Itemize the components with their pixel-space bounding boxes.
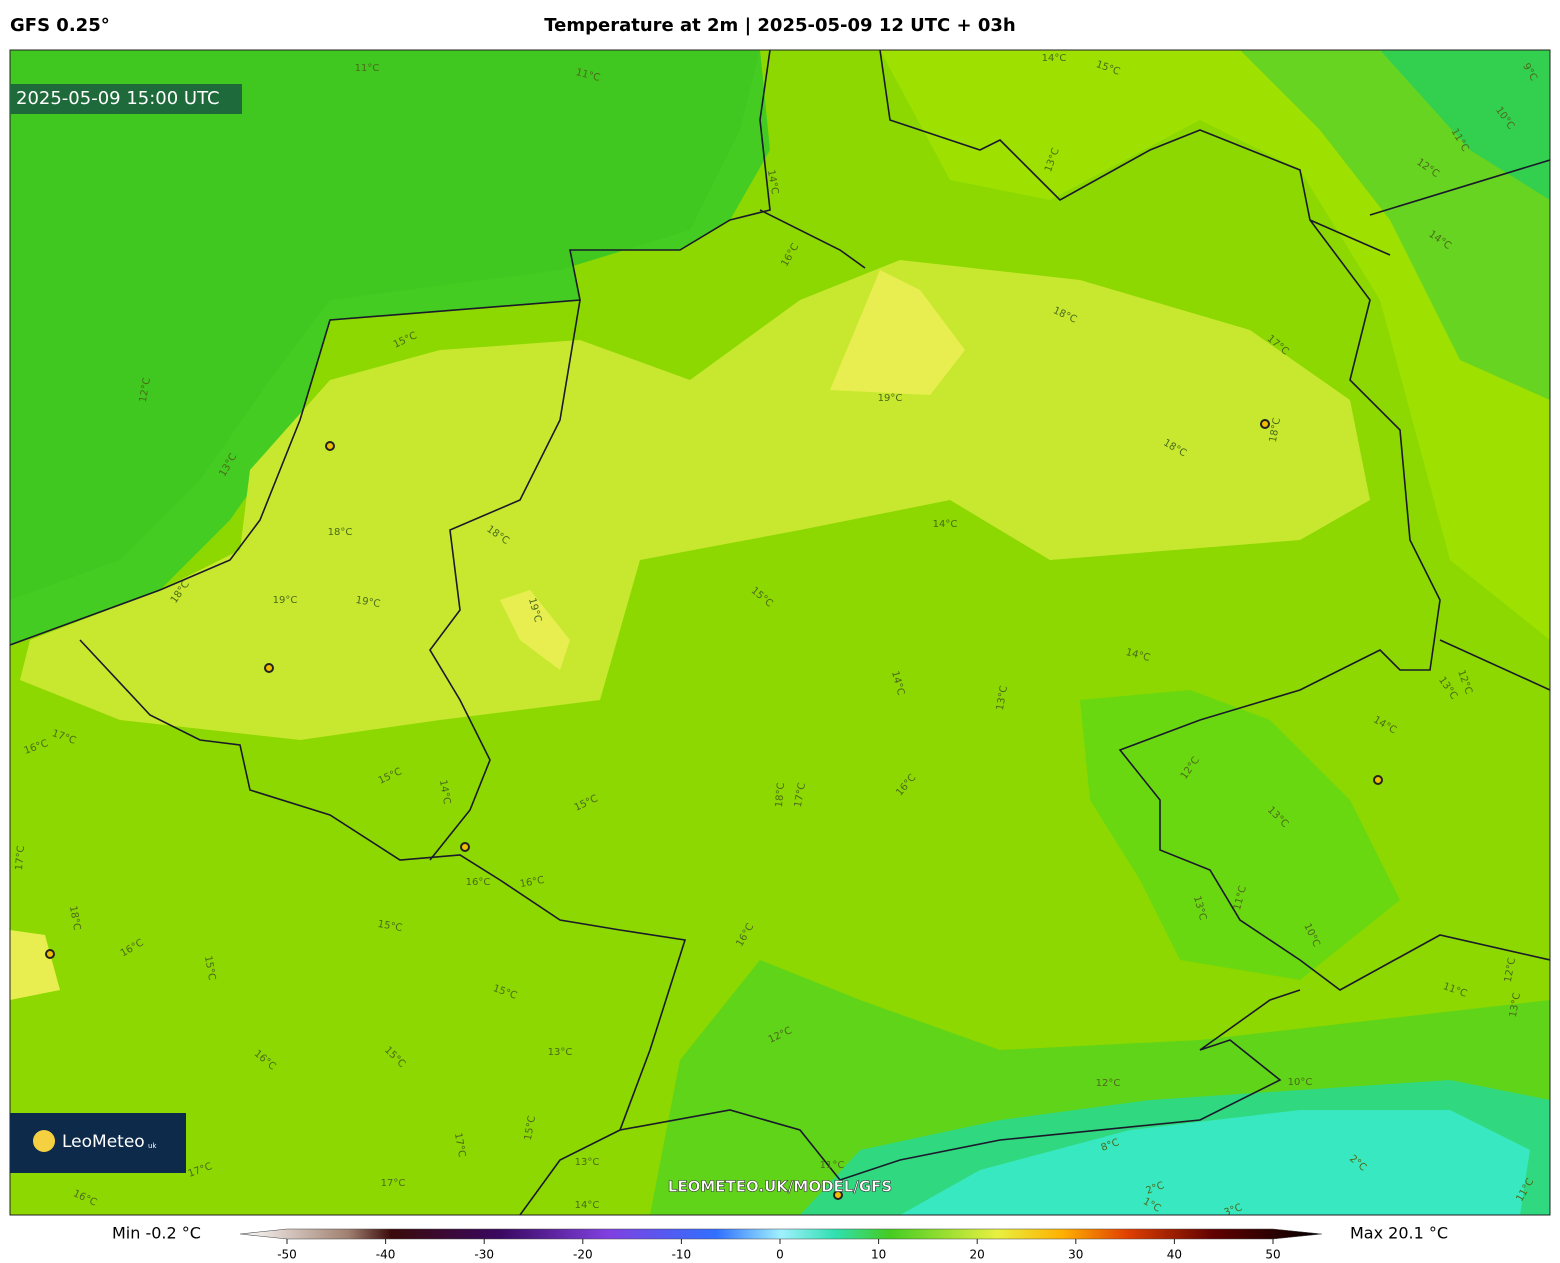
alps-high <box>900 1110 1530 1215</box>
contour-label: 13°C <box>1508 992 1523 1018</box>
contour-label: 18°C <box>774 782 787 808</box>
coastline <box>759 50 1391 269</box>
model-name: GFS 0.25° <box>10 15 110 36</box>
warm-core <box>10 930 60 1000</box>
colorbar-tick-label: 20 <box>970 1248 985 1262</box>
contour-label: 19°C <box>878 393 903 404</box>
city <box>1373 775 1383 785</box>
border <box>1118 219 1550 991</box>
colorbar-tick-label: 0 <box>776 1248 784 1262</box>
baltic-deep <box>1380 50 1550 200</box>
warm-core <box>830 270 965 395</box>
city <box>325 441 335 451</box>
min-label: Min -0.2 °C <box>112 1224 201 1243</box>
time-box <box>10 84 242 114</box>
map: 11°C 11°C14°C15°C 9°C10°C11°C12°C14°C13°C1… <box>10 50 1550 1215</box>
contour-label: 19°C <box>355 595 381 610</box>
logo-sun <box>33 1130 55 1152</box>
contour-label: 15°C <box>377 919 403 934</box>
contour-label: 13°C <box>548 1047 573 1058</box>
colorbar-tick-label: 10 <box>871 1248 886 1262</box>
contour-label: 17°C <box>14 845 27 871</box>
city <box>1260 419 1270 429</box>
contour-label: 12°C <box>1096 1078 1121 1089</box>
colorbar-tick-label: 40 <box>1167 1248 1182 1262</box>
contour-label: 14°C <box>1042 53 1067 64</box>
cities <box>45 419 1383 1200</box>
city <box>45 949 55 959</box>
contour-label: 11°C <box>355 63 380 74</box>
watermark: LEOMETEO.UK/MODEL/GFS <box>668 1178 892 1196</box>
contour-label: 14°C <box>933 519 958 530</box>
contour-label: 15°C <box>202 955 217 981</box>
contour-label: 14°C <box>437 779 452 805</box>
max-label: Max 20.1 °C <box>1350 1224 1448 1243</box>
contour-label: 13°C <box>995 685 1010 711</box>
logo-suffix: uk <box>148 1142 157 1150</box>
border <box>619 989 1301 1181</box>
contour-label: 17°C <box>452 1132 467 1158</box>
contour-label: 13°C <box>575 1157 600 1168</box>
contour-label: 15°C <box>523 1115 538 1141</box>
colorbar <box>239 1228 1323 1240</box>
colorbar-tick-label: 50 <box>1265 1248 1280 1262</box>
contour-label: 12°C <box>138 377 153 403</box>
contour-label: 10°C <box>1288 1077 1313 1088</box>
valid-time: 2025-05-09 15:00 UTC <box>16 88 220 109</box>
cool-zone <box>1080 690 1400 980</box>
border <box>79 639 687 1215</box>
colorbar-tick-label: -50 <box>277 1248 297 1262</box>
city <box>460 842 470 852</box>
colorbar-tick-label: -40 <box>376 1248 396 1262</box>
contour-label: 11°C <box>820 1160 845 1171</box>
contour-label: 16°C <box>519 875 545 890</box>
contour-label: 17°C <box>381 1178 406 1189</box>
sea-deep <box>10 50 760 600</box>
warm-core <box>500 590 570 670</box>
contour-label: 12°C <box>1503 957 1518 983</box>
border <box>1369 159 1550 691</box>
contour-label: 19°C <box>273 595 298 606</box>
colorbar-tick-label: -20 <box>573 1248 593 1262</box>
contour-label: 14°C <box>765 169 780 195</box>
contour-label: 17°C <box>793 782 808 808</box>
colorbar-tick-label: -30 <box>474 1248 494 1262</box>
logo-name: LeoMeteo <box>62 1132 145 1152</box>
warm-zone <box>20 260 1370 740</box>
colorbar-tick-label: 30 <box>1068 1248 1083 1262</box>
city <box>264 663 274 673</box>
city <box>833 1190 843 1200</box>
colorbar-tick-label: -10 <box>672 1248 692 1262</box>
border <box>429 299 581 861</box>
map-frame <box>9 49 1551 1216</box>
contour-label: 18°C <box>1268 417 1283 443</box>
contour-label: 18°C <box>67 905 82 931</box>
contour-label: 16°C <box>466 877 491 888</box>
map-title: Temperature at 2m | 2025-05-09 12 UTC + … <box>544 15 1015 36</box>
contour-label: 14°C <box>575 1200 600 1211</box>
contour-label: 18°C <box>328 527 353 538</box>
